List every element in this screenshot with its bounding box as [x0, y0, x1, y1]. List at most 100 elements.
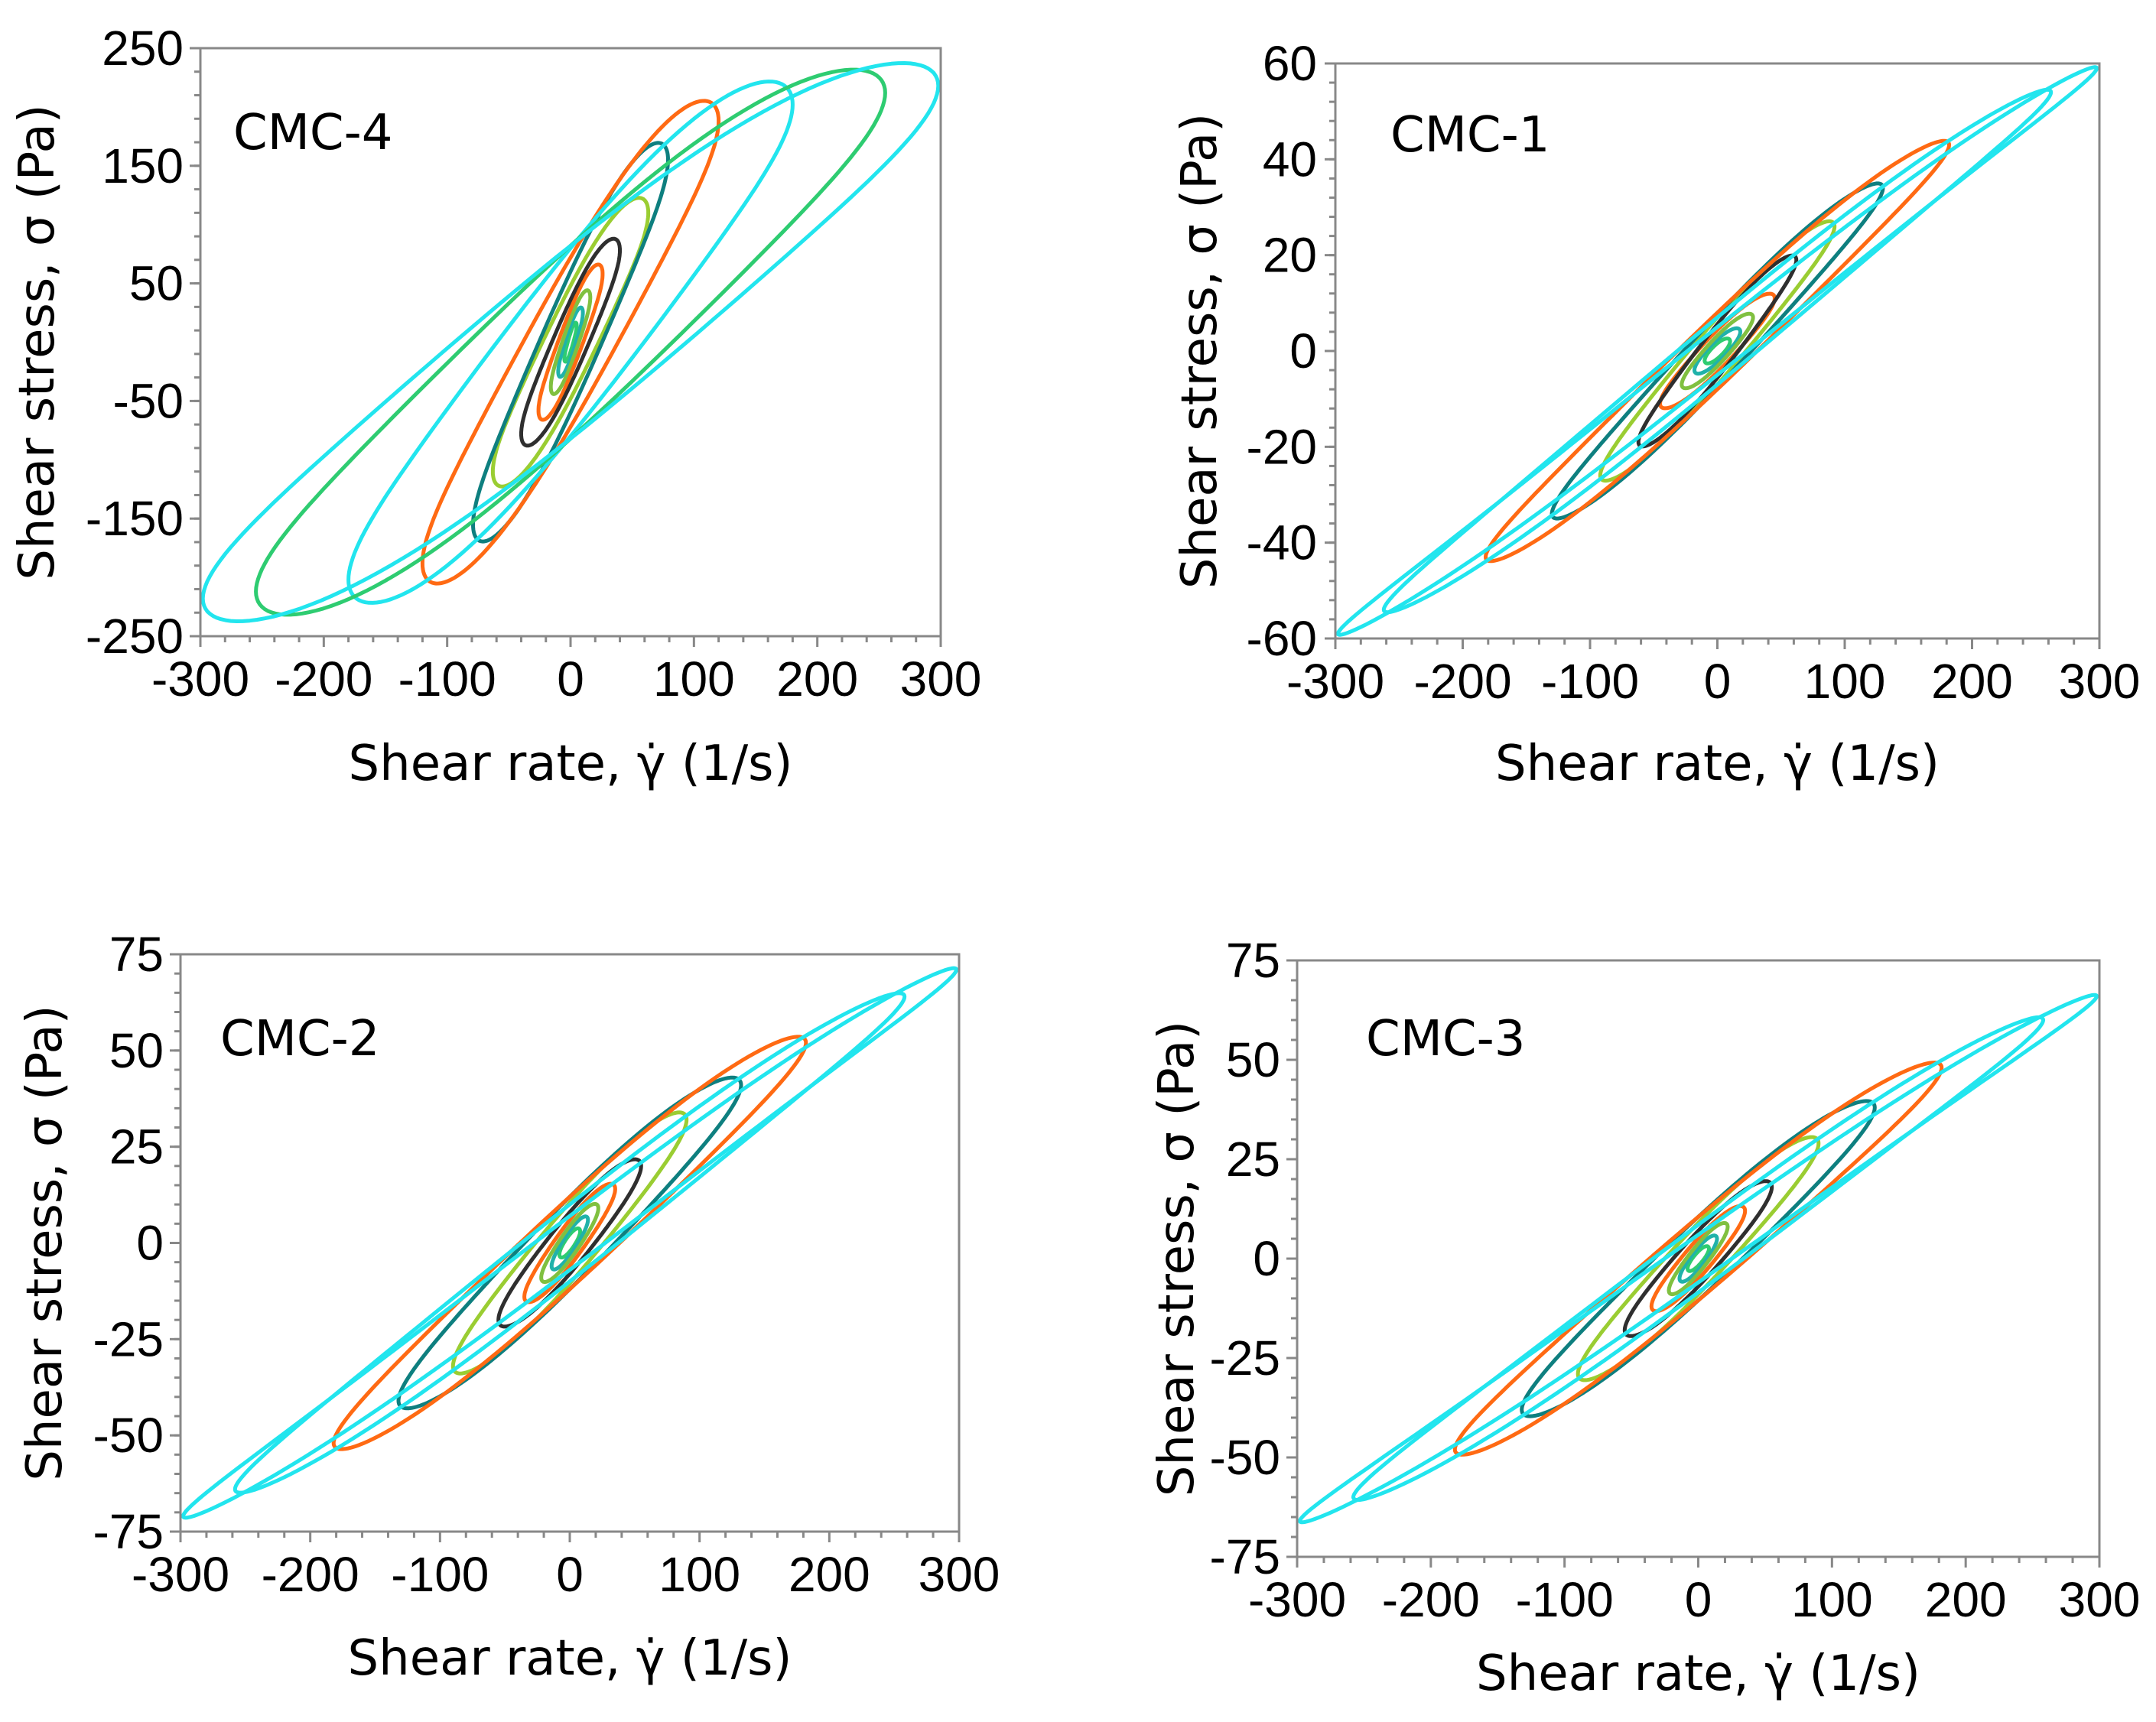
x-axis-label: Shear rate, γ̇ (1/s) — [348, 1630, 792, 1687]
loop-loop-5 — [1636, 253, 1799, 449]
loop-loop-9 — [233, 991, 907, 1495]
hysteresis-loops — [200, 61, 941, 623]
panel-cmc-1: -300 -200 -100 0 100 200 3006040200-20-40-60CM… — [1172, 36, 2140, 792]
x-tick-label: 200 — [1925, 1572, 2007, 1627]
x-tick-label: 200 — [776, 651, 858, 707]
y-axis-label: Shear stress, σ (Pa) — [1149, 1021, 1205, 1496]
x-tick-label: 300 — [2059, 654, 2141, 709]
x-tick-label: -200 — [262, 1547, 359, 1602]
y-tick-label: 40 — [1263, 132, 1317, 187]
y-tick-label: 50 — [1226, 1032, 1280, 1087]
hysteresis-loops — [1335, 65, 2099, 637]
loop-loop-9 — [346, 80, 795, 605]
loop-loop-6 — [450, 1110, 689, 1376]
panel-title: CMC-2 — [220, 1011, 379, 1067]
loop-loop-2 — [1693, 326, 1742, 376]
y-tick-label: -150 — [86, 491, 184, 546]
panel-cmc-2: -300 -200 -100 0 100 200 300 75 50 25 0 -25 -50 -75 CM… — [17, 927, 1000, 1687]
y-tick-label: -20 — [1247, 419, 1318, 474]
y-tick-label: 250 — [102, 21, 184, 76]
x-tick-label: -300 — [151, 651, 249, 707]
panel-title: CMC-3 — [1366, 1011, 1525, 1067]
y-tick-label: -50 — [93, 1408, 164, 1463]
x-tick-label: -100 — [1516, 1572, 1614, 1627]
panel-title: CMC-4 — [233, 105, 392, 161]
loop-loop-3 — [548, 288, 593, 396]
loop-loop-6 — [1576, 1135, 1821, 1382]
y-tick-label: -50 — [113, 373, 184, 428]
x-tick-label: 0 — [557, 651, 584, 707]
x-tick-label: -200 — [275, 651, 372, 707]
y-tick-label: -40 — [1247, 515, 1318, 570]
loop-loop-10 — [1335, 65, 2099, 637]
loop-loop-2 — [1677, 1233, 1719, 1284]
loop-loop-10 — [254, 67, 887, 617]
y-tick-label: 25 — [1226, 1132, 1280, 1187]
y-tick-label: -25 — [93, 1311, 164, 1366]
y-tick-label: 50 — [109, 1023, 164, 1078]
loop-loop-8 — [420, 99, 721, 586]
panel-cmc-4: -300 -200 -100 0 100 200 300 250 150 50 -50 -150 -25… — [9, 21, 981, 792]
y-tick-label: -25 — [1210, 1330, 1281, 1386]
loop-loop-9 — [1381, 87, 2054, 615]
x-tick-label: 100 — [653, 651, 735, 707]
loop-loop-4 — [522, 1181, 617, 1304]
y-tick-label: -75 — [1210, 1529, 1281, 1584]
loop-loop-3 — [1667, 1220, 1730, 1297]
loop-loop-3 — [1680, 311, 1755, 391]
loop-loop-8 — [1484, 138, 1951, 564]
y-tick-label: 20 — [1263, 228, 1317, 283]
y-tick-label: -250 — [86, 609, 184, 664]
y-tick-label: 0 — [1253, 1231, 1280, 1286]
x-axis-label: Shear rate, γ̇ (1/s) — [349, 736, 793, 792]
x-tick-label: 0 — [556, 1547, 584, 1602]
y-axis-label: Shear stress, σ (Pa) — [9, 104, 66, 580]
panel-cmc-3: -300 -200 -100 0 100 200 300 75 50 25 0 -25 -50 -75 CM… — [1149, 933, 2140, 1702]
loop-loop-4 — [1649, 1204, 1748, 1314]
y-axis-label: Shear stress, σ (Pa) — [1172, 113, 1228, 589]
x-tick-label: 200 — [789, 1547, 870, 1602]
hysteresis-loops — [1298, 993, 2099, 1525]
x-tick-label: -200 — [1413, 654, 1511, 709]
panel-title: CMC-1 — [1390, 107, 1550, 164]
y-tick-label: -50 — [1210, 1430, 1281, 1485]
y-tick-label: 60 — [1263, 36, 1317, 91]
loop-loop-9 — [1351, 1015, 2046, 1503]
x-tick-label: 100 — [659, 1547, 740, 1602]
y-tick-label: 75 — [109, 927, 164, 982]
loop-loop-1 — [1686, 1244, 1711, 1273]
x-tick-label: -100 — [1541, 654, 1639, 709]
loop-loop-7 — [471, 141, 670, 544]
loop-loop-2 — [549, 1214, 590, 1272]
x-axis-label: Shear rate, γ̇ (1/s) — [1495, 736, 1940, 792]
y-tick-label: 150 — [102, 138, 184, 193]
x-tick-label: -300 — [132, 1547, 229, 1602]
y-tick-label: 25 — [109, 1119, 164, 1175]
loop-loop-6 — [490, 196, 651, 489]
y-tick-label: 50 — [129, 256, 184, 311]
x-tick-label: -100 — [391, 1547, 489, 1602]
x-tick-label: 300 — [900, 651, 982, 707]
y-tick-label: 0 — [1289, 323, 1317, 379]
x-tick-label: -300 — [1248, 1572, 1346, 1627]
x-axis-label: Shear rate, γ̇ (1/s) — [1476, 1646, 1920, 1702]
loop-loop-3 — [539, 1202, 600, 1284]
loop-loop-1 — [562, 320, 579, 364]
x-tick-label: -200 — [1382, 1572, 1480, 1627]
x-tick-label: 100 — [1804, 654, 1886, 709]
y-tick-label: -60 — [1247, 611, 1318, 666]
loop-loop-11 — [200, 61, 941, 623]
x-tick-label: 0 — [1704, 654, 1732, 709]
loop-loop-10 — [1298, 993, 2099, 1525]
x-tick-label: 0 — [1685, 1572, 1712, 1627]
x-tick-label: 100 — [1791, 1572, 1873, 1627]
loop-loop-7 — [1520, 1099, 1877, 1418]
y-axis-label: Shear stress, σ (Pa) — [17, 1005, 73, 1480]
loop-loop-1 — [1702, 336, 1732, 366]
loop-loop-2 — [556, 305, 585, 379]
loop-loop-5 — [519, 236, 622, 448]
y-tick-label: 0 — [136, 1216, 164, 1271]
x-tick-label: 200 — [1931, 654, 2013, 709]
loop-loop-4 — [536, 262, 605, 422]
